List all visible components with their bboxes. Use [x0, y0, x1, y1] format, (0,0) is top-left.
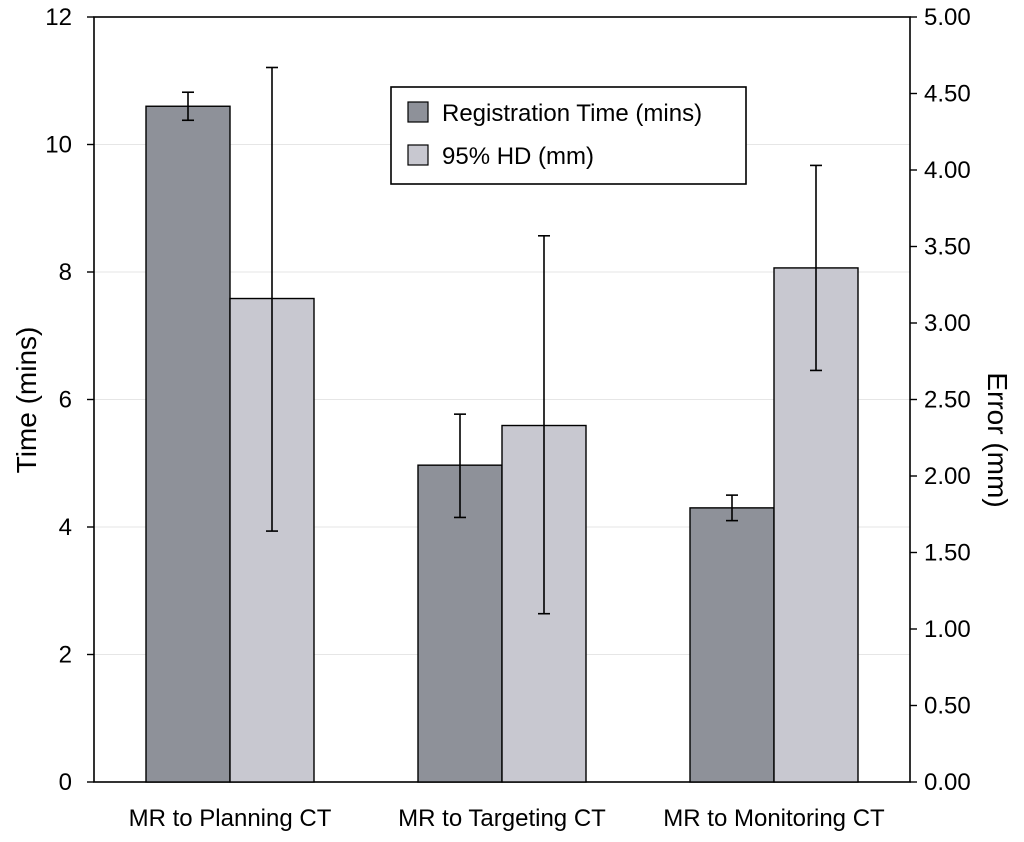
right-tick-label: 1.50	[924, 540, 971, 567]
legend: Registration Time (mins) 95% HD (mm)	[390, 86, 747, 185]
error-bar	[454, 413, 466, 519]
left-tick-label: 0	[59, 769, 72, 796]
right-tick-label: 0.00	[924, 769, 971, 796]
right-tick-label: 4.50	[924, 81, 971, 108]
left-axis-title: Time (mins)	[11, 327, 42, 474]
left-tick-label: 10	[45, 132, 72, 159]
category-label: MR to Planning CT	[129, 805, 332, 832]
right-tick-label: 4.00	[924, 157, 971, 184]
error-bar	[538, 234, 550, 615]
category-label: MR to Targeting CT	[398, 805, 606, 832]
left-tick-label: 12	[45, 4, 72, 31]
legend-box	[390, 86, 747, 185]
error-bar	[266, 66, 278, 532]
error-bar	[810, 164, 822, 372]
left-tick-label: 4	[59, 514, 72, 541]
right-tick-label: 5.00	[924, 4, 971, 31]
bar-registration-time	[145, 105, 231, 783]
left-axis-ticks: 0 2 4 6 8 10 12	[45, 4, 94, 796]
legend-swatch-hd	[407, 144, 429, 166]
legend-swatch-registration-time	[407, 101, 429, 123]
right-tick-label: 2.50	[924, 387, 971, 414]
right-tick-label: 0.50	[924, 693, 971, 720]
right-tick-label: 1.00	[924, 616, 971, 643]
legend-label-registration-time: Registration Time (mins)	[442, 100, 702, 127]
error-bar	[726, 494, 738, 522]
bar-registration-time	[689, 507, 775, 783]
error-bar	[182, 91, 194, 122]
left-tick-label: 8	[59, 259, 72, 286]
bars	[145, 105, 859, 783]
right-tick-label: 3.50	[924, 234, 971, 261]
right-axis-title: Error (mm)	[982, 372, 1013, 507]
right-axis-ticks: 0.00 0.50 1.00 1.50 2.00 2.50 3.00 3.50 4.00 4.50…	[910, 4, 971, 796]
right-tick-label: 3.00	[924, 310, 971, 337]
right-tick-label: 2.00	[924, 463, 971, 490]
error-bars	[182, 66, 822, 615]
legend-label-hd: 95% HD (mm)	[442, 143, 594, 170]
left-tick-label: 6	[59, 387, 72, 414]
left-tick-label: 2	[59, 642, 72, 669]
category-label: MR to Monitoring CT	[663, 805, 885, 832]
category-labels: MR to Planning CT MR to Targeting CT MR to…	[129, 805, 885, 832]
